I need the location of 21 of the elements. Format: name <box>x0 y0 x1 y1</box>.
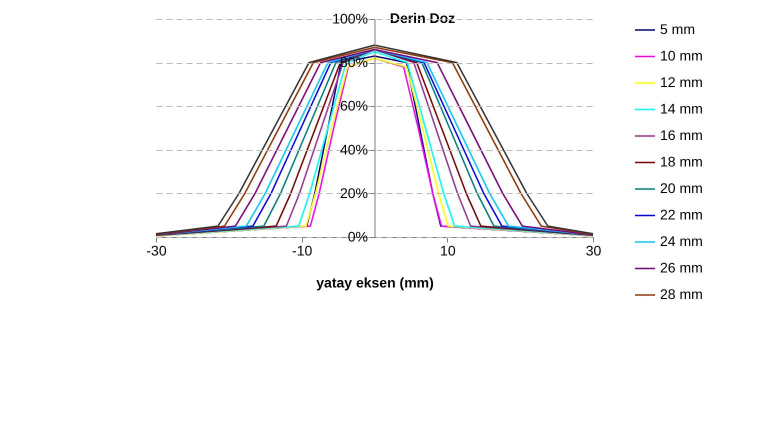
legend-label: 24 mm <box>660 233 703 249</box>
y-tick-label: 0% <box>348 228 368 244</box>
y-tick-label: 60% <box>340 98 368 114</box>
y-tick-label: 40% <box>340 141 368 158</box>
x-tick-label: -10 <box>292 242 312 258</box>
y-tick-label: 100% <box>332 10 368 26</box>
x-tick-label: -30 <box>146 242 167 258</box>
legend-label: 14 mm <box>660 100 703 116</box>
legend-label: 16 mm <box>660 127 703 143</box>
legend-label: 18 mm <box>660 154 703 170</box>
legend-label: 20 mm <box>660 180 703 196</box>
x-axis-title: yatay eksen (mm) <box>316 274 434 290</box>
legend-label: 10 mm <box>660 48 703 64</box>
legend-label: 28 mm <box>660 286 703 302</box>
x-tick-label: 30 <box>586 242 602 258</box>
legend-label: 26 mm <box>660 260 703 276</box>
legend-label: 5 mm <box>660 21 695 37</box>
legend-label: 22 mm <box>660 206 703 222</box>
x-tick-label: 10 <box>440 242 456 258</box>
legend-label: 12 mm <box>660 74 703 90</box>
y-tick-label: 20% <box>340 184 368 201</box>
